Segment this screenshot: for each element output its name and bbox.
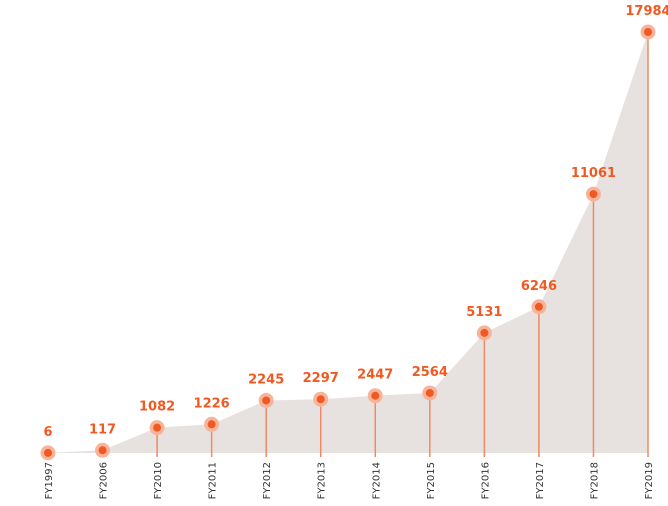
value-label: 11061 — [571, 166, 616, 181]
x-tick-label: FY2018 — [589, 462, 600, 499]
value-label: 6246 — [521, 279, 557, 294]
data-point — [371, 391, 380, 400]
data-point — [589, 190, 598, 199]
value-label: 2297 — [303, 371, 339, 386]
value-label: 6 — [43, 425, 52, 440]
area-layer — [0, 32, 648, 453]
value-label: 2447 — [357, 368, 393, 383]
x-tick-label: FY2012 — [262, 462, 273, 499]
value-label: 5131 — [466, 305, 502, 320]
x-tick-label: FY2014 — [371, 462, 382, 499]
data-point — [316, 395, 325, 404]
data-point — [98, 446, 107, 455]
data-point — [262, 396, 271, 405]
data-point — [425, 388, 434, 397]
x-tick-label: FY2013 — [317, 462, 328, 499]
x-tick-label: FY2017 — [535, 462, 546, 499]
value-label: 17984 — [625, 4, 668, 19]
data-point — [44, 448, 52, 457]
marker-layer — [40, 24, 656, 461]
x-tick-label: FY2015 — [426, 462, 437, 499]
value-label: 2245 — [248, 372, 284, 387]
value-label: 1226 — [194, 396, 230, 411]
value-label: 2564 — [412, 365, 448, 380]
data-point — [644, 28, 652, 36]
data-point — [480, 328, 489, 337]
x-tick-label: FY2006 — [99, 462, 110, 499]
x-tick-label: FY2016 — [480, 462, 491, 499]
value-label: 117 — [89, 422, 116, 437]
area-fill — [0, 32, 648, 453]
x-tick-label: FY1997 — [44, 462, 55, 499]
stem-layer — [47, 32, 649, 457]
data-point — [153, 423, 162, 432]
x-tick-label: FY2019 — [644, 462, 655, 499]
x-tick-label: FY2010 — [153, 462, 164, 499]
x-tick-label: FY2011 — [208, 462, 219, 499]
value-label-layer: 6 117 1082 1226 2245 2297 2447 2564 5131 6246 1106… — [43, 4, 668, 440]
data-point — [207, 420, 216, 429]
tick-label-layer: FY1997 FY2006 FY2010 FY2011 FY2012 FY2013 FY20… — [44, 462, 655, 499]
value-label: 1082 — [139, 400, 175, 415]
data-point — [534, 302, 543, 311]
